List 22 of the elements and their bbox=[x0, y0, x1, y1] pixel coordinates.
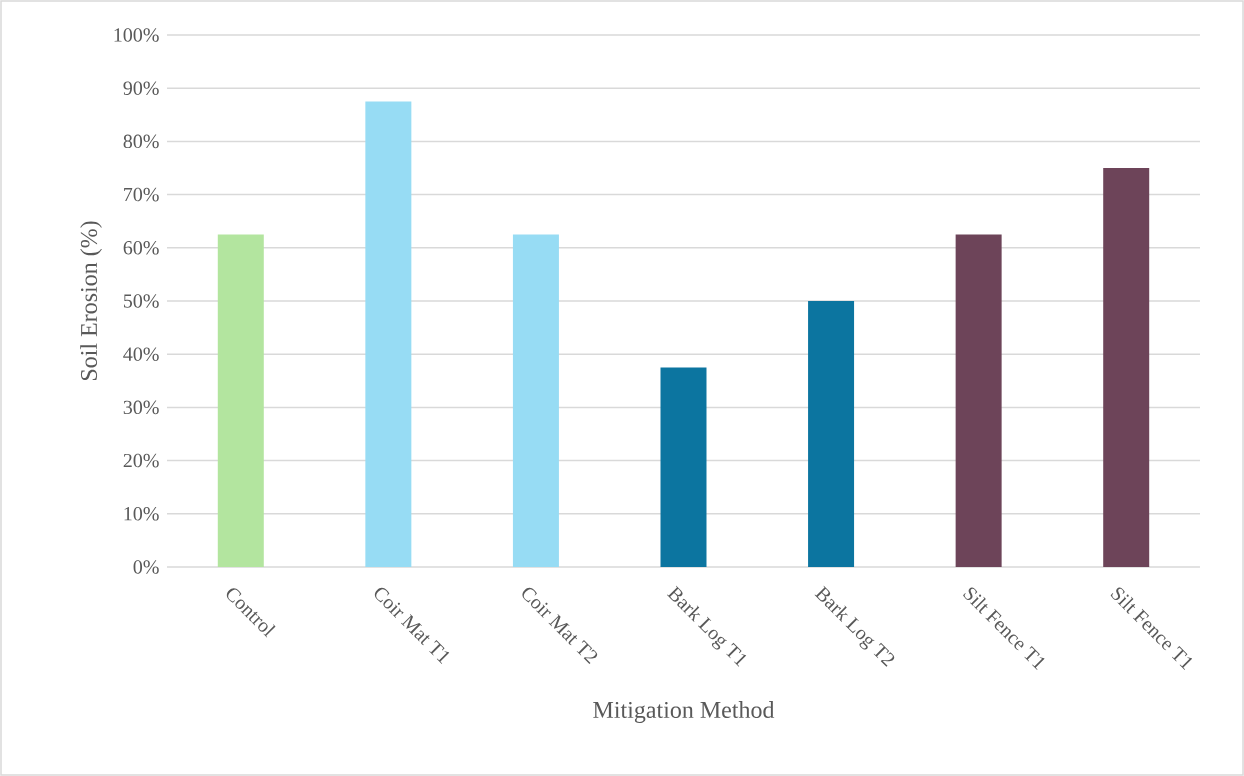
y-tick-label: 90% bbox=[123, 81, 159, 95]
y-axis-title: Soil Erosion (%) bbox=[80, 221, 102, 381]
y-tick-label: 20% bbox=[123, 453, 159, 468]
x-tick-label: Coir Mat T2 bbox=[522, 587, 598, 664]
bar bbox=[955, 234, 1002, 567]
bar bbox=[808, 301, 855, 567]
y-tick-label: 100% bbox=[114, 28, 159, 42]
y-tick-label: 40% bbox=[123, 347, 159, 361]
y-tick-label: 70% bbox=[124, 187, 159, 202]
bar bbox=[660, 367, 707, 567]
bar bbox=[217, 234, 264, 567]
x-tick-label: Coir Mat T1 bbox=[374, 587, 450, 664]
y-tick-label: 50% bbox=[123, 294, 159, 308]
y-tick-label: 10% bbox=[124, 507, 159, 521]
bar bbox=[365, 101, 412, 567]
y-tick-label: 0% bbox=[133, 560, 159, 574]
y-tick-label: 60% bbox=[123, 241, 159, 255]
bar bbox=[512, 234, 559, 567]
bar bbox=[1103, 168, 1150, 567]
y-tick-label: 30% bbox=[123, 400, 159, 415]
x-axis-title: Mitigation Method bbox=[593, 701, 775, 723]
y-tick-label: 80% bbox=[123, 134, 159, 149]
